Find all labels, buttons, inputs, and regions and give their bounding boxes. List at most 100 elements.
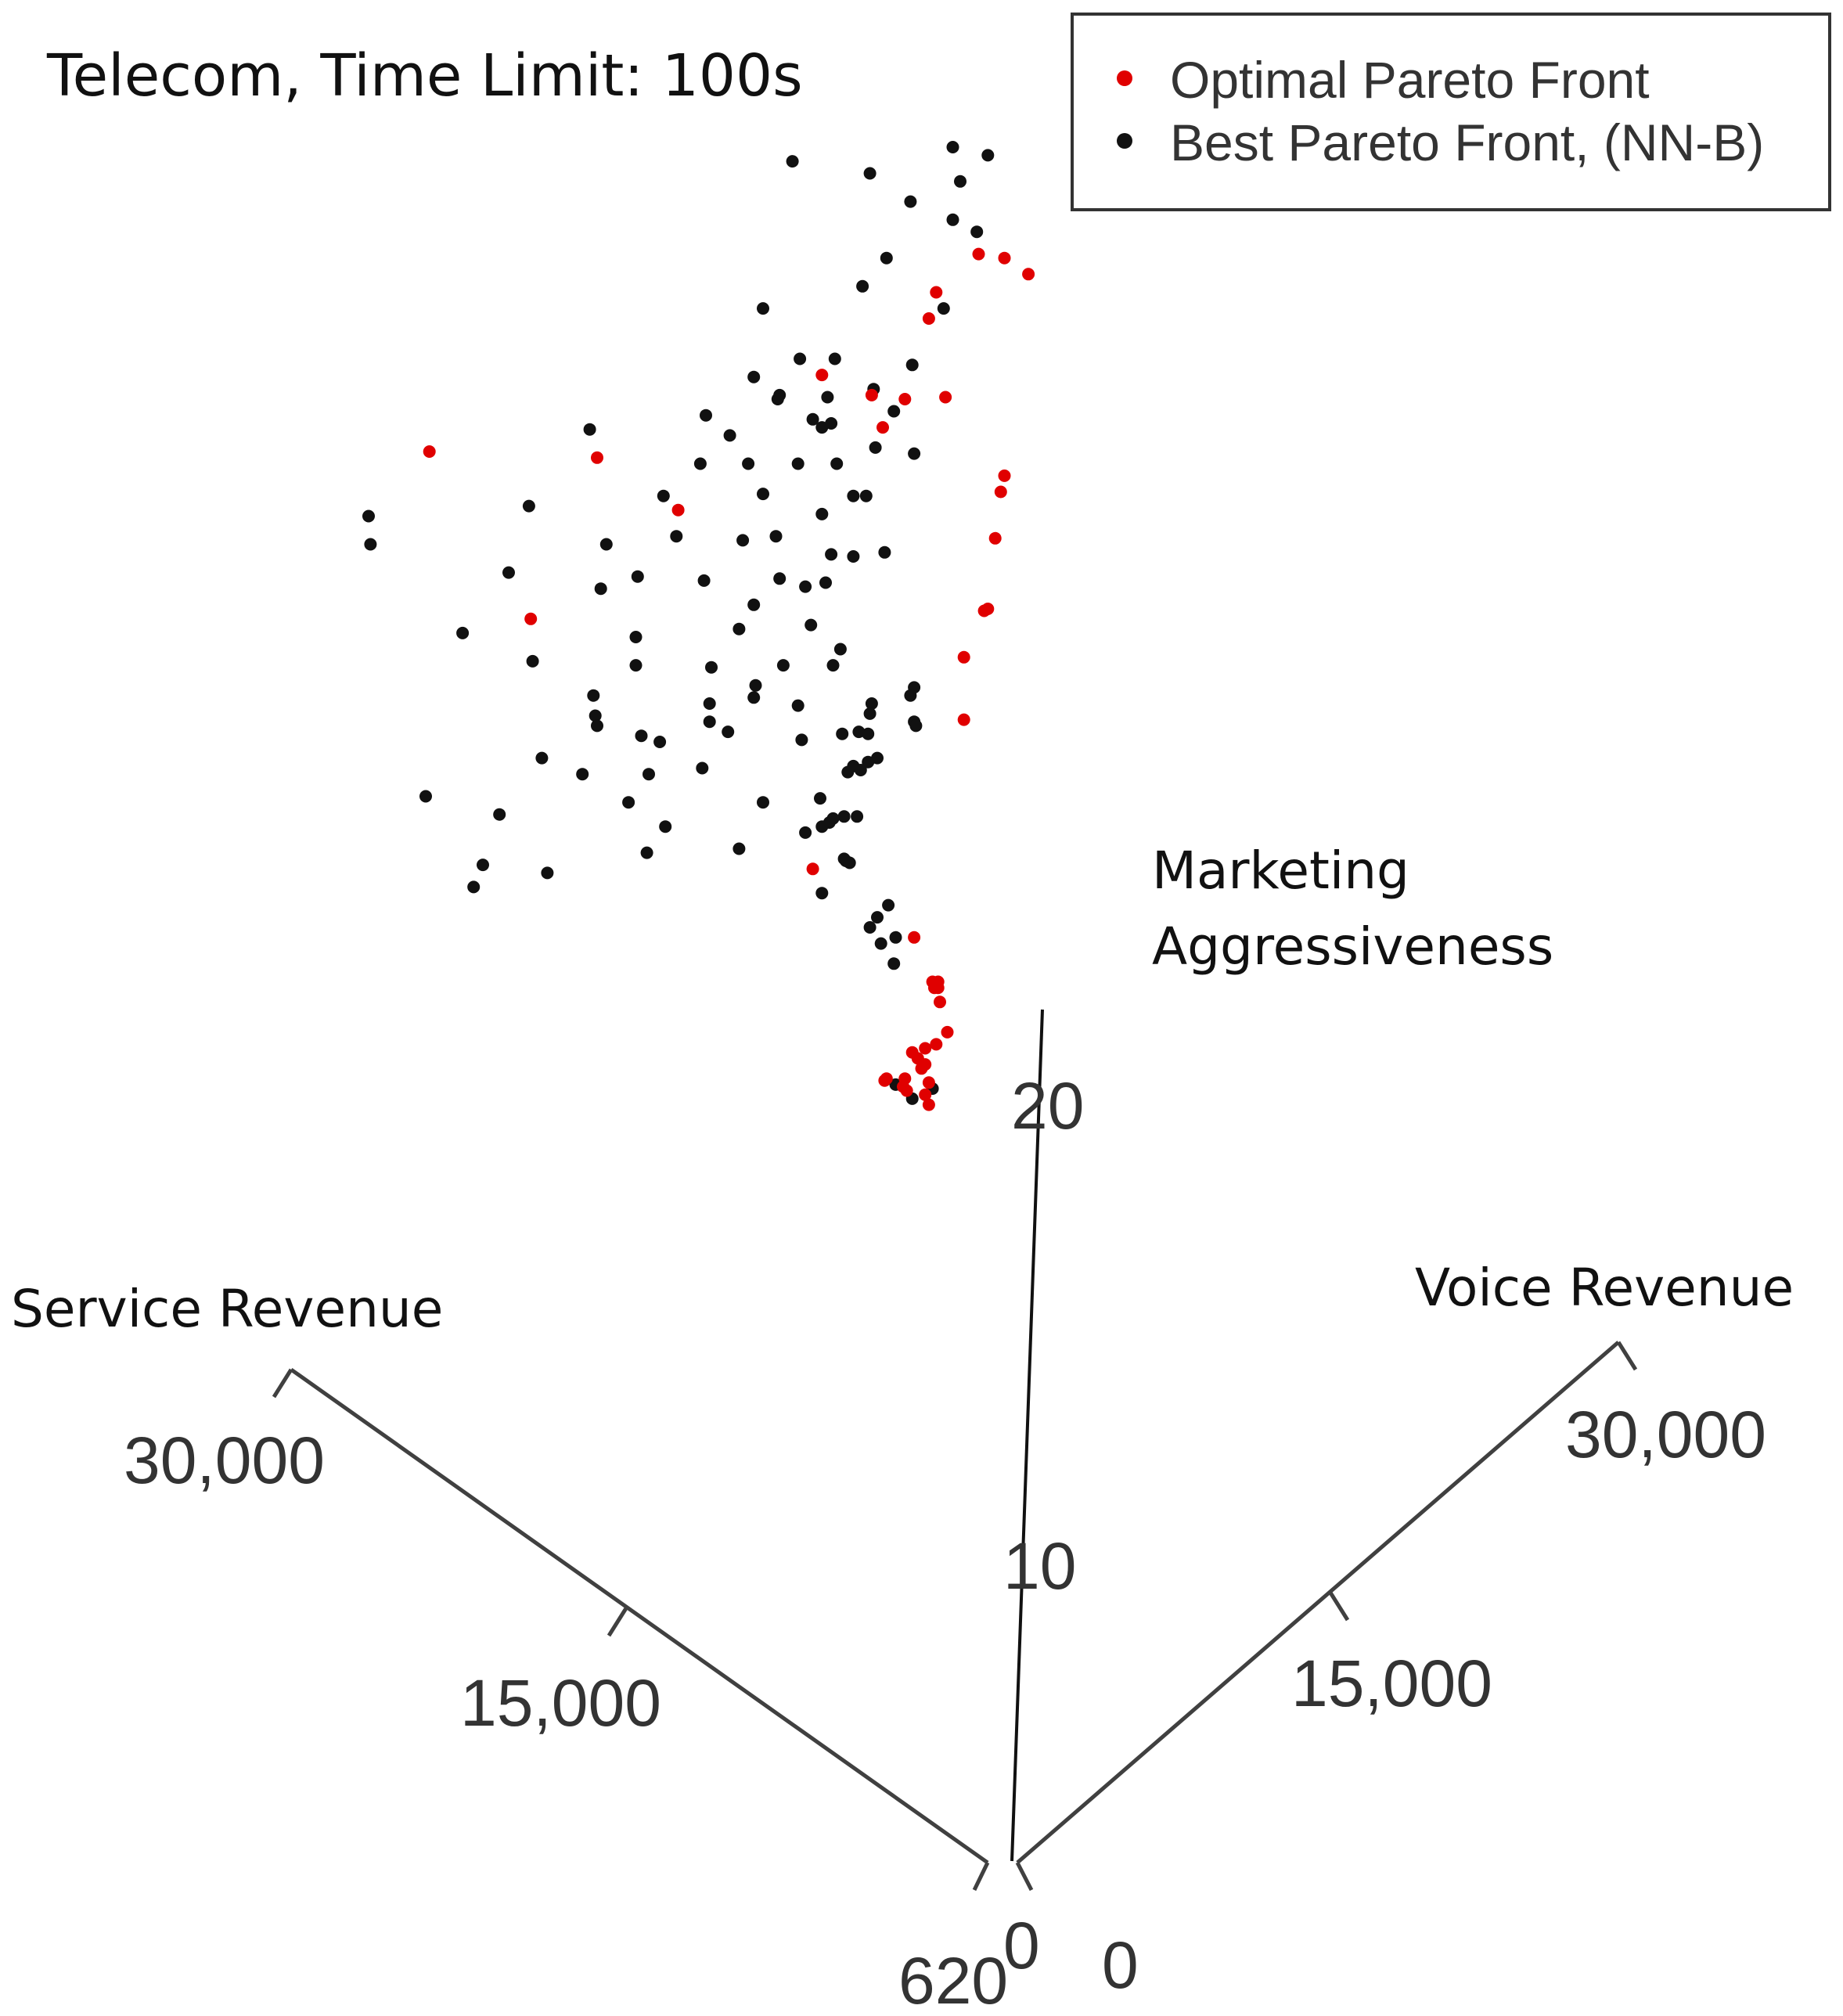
point-best-3 [981,149,995,162]
point-best-86 [795,733,808,747]
point-best-70 [703,697,716,710]
marketing-aggressiveness-axis-title-line2: Aggressiveness [1152,916,1553,977]
point-best-63 [705,661,718,674]
point-best-122 [887,957,901,970]
point-best-30 [742,457,755,470]
point-best-31 [791,457,805,470]
point-best-34 [757,488,769,501]
point-best-74 [589,709,602,722]
point-best-56 [456,626,470,639]
point-optimal-36 [898,1072,912,1085]
point-optimal-0 [922,312,935,325]
point-best-93 [643,768,655,781]
point-optimal-3 [998,251,1011,265]
point-best-1 [863,167,877,180]
point-best-100 [493,808,506,821]
voice-revenue-tick-mid [1328,1591,1350,1622]
point-best-55 [747,598,761,611]
point-best-58 [629,631,643,643]
point-optimal-12 [671,503,685,517]
point-best-62 [629,659,643,672]
point-best-84 [836,727,849,740]
point-best-51 [773,572,787,585]
point-best-18 [821,391,834,404]
point-best-37 [362,509,375,523]
point-optimal-18 [524,612,538,625]
point-best-23 [825,417,838,430]
point-best-96 [419,790,432,803]
point-best-8 [880,251,893,265]
point-best-83 [862,727,875,740]
point-best-15 [747,370,761,383]
marketing-aggressiveness-axis-title-line1: Marketing [1152,841,1409,901]
point-best-50 [697,574,711,587]
point-best-85 [653,736,667,748]
point-best-118 [871,911,884,924]
point-best-32 [830,457,844,470]
point-best-109 [640,846,653,859]
point-best-97 [622,796,635,809]
point-best-25 [583,423,596,436]
point-best-81 [722,725,735,739]
marketing-aggressiveness-axis-line [1010,1009,1044,1862]
point-best-43 [736,534,750,547]
legend-marker-best [1117,133,1132,149]
voice-revenue-axis-line [1016,1341,1620,1864]
point-best-102 [851,810,864,823]
point-optimal-33 [922,1076,935,1089]
point-best-120 [889,931,902,944]
point-optimal-1 [930,286,943,299]
legend-label-optimal: Optimal Pareto Front [1170,51,1650,109]
marketing-aggressiveness-tick-label-10: 10 [1003,1529,1076,1603]
point-optimal-25 [934,995,946,1009]
chart-title: Telecom, Time Limit: 100s [46,42,803,110]
legend-label-best: Best Pareto Front, (NN-B) [1170,113,1764,171]
point-best-4 [954,175,966,188]
series-best-pareto-front [362,141,995,1105]
point-optimal-10 [423,445,436,458]
point-best-94 [854,764,867,776]
point-best-69 [587,689,600,702]
point-best-33 [657,489,670,502]
point-best-27 [869,441,882,454]
point-best-42 [670,530,683,543]
point-best-21 [806,412,819,426]
service-revenue-axis-title: Service Revenue [11,1279,443,1339]
point-best-38 [522,499,535,513]
point-best-113 [477,859,489,872]
series-optimal-pareto-front [423,247,1035,1111]
legend-box [1071,13,1831,211]
service-revenue-axis-cap [272,1368,293,1399]
point-best-20 [887,405,901,418]
point-best-65 [749,679,762,692]
point-best-28 [908,447,921,460]
point-best-92 [576,768,589,781]
point-best-72 [904,689,917,702]
service-revenue-tick-mid [607,1607,628,1637]
point-best-75 [863,707,877,720]
point-best-116 [815,887,829,900]
point-optimal-41 [919,1058,932,1071]
legend-marker-optimal [1117,70,1132,86]
point-optimal-27 [941,1025,954,1039]
point-best-9 [856,279,869,293]
point-best-91 [696,761,709,775]
service-revenue-axis: Service Revenue 30,000 15,000 620 [11,1279,1008,2016]
point-optimal-13 [998,469,1011,482]
point-optimal-22 [908,931,921,944]
point-best-45 [825,548,838,561]
point-optimal-4 [1022,268,1035,281]
service-revenue-tick-label-30000: 30,000 [124,1424,325,1497]
point-best-78 [591,719,603,733]
point-best-7 [970,225,984,239]
point-best-0 [786,155,799,168]
service-revenue-tick-label-620: 620 [898,1944,1008,2016]
point-best-115 [467,880,481,894]
point-best-95 [841,765,855,779]
marketing-aggressiveness-tick-label-0: 0 [1003,1909,1040,1982]
service-revenue-tick-origin [972,1861,990,1892]
point-best-29 [693,457,707,470]
marketing-aggressiveness-axis: Marketing Aggressiveness 20 10 0 [1003,841,1553,1982]
point-best-60 [805,618,818,632]
